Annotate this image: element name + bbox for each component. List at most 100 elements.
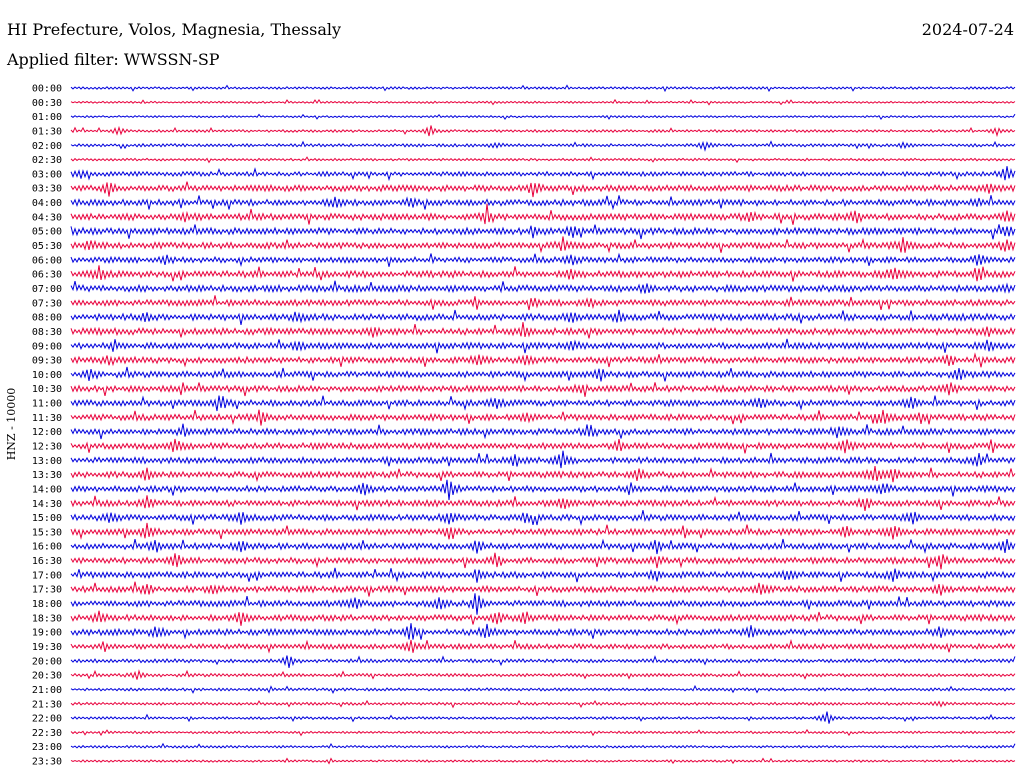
hour-label: 11:00 [32, 399, 62, 410]
trace-line [70, 280, 1016, 295]
hour-label: 12:30 [32, 442, 62, 453]
hour-labels: 00:00 00:30 01:00 01:30 02:00 02:30 03:00 03:30… [32, 84, 62, 768]
trace-line [70, 309, 1016, 326]
trace-line [70, 655, 1016, 668]
hour-label: 22:30 [32, 728, 62, 739]
hour-label: 19:30 [32, 642, 62, 653]
trace-line [70, 450, 1016, 469]
hour-label: 16:00 [32, 542, 62, 553]
channel-label: HNZ - 10000 [5, 388, 18, 461]
trace-line [70, 757, 1016, 765]
trace-line [70, 366, 1016, 383]
hour-label: 14:30 [32, 499, 62, 510]
hour-label: 14:00 [32, 485, 62, 496]
trace-line [70, 156, 1016, 164]
hour-label: 00:30 [32, 98, 62, 109]
date-label: 2024-07-24 [921, 20, 1014, 39]
hour-label: 03:30 [32, 184, 62, 195]
hour-label: 15:30 [32, 527, 62, 538]
trace-line [70, 236, 1016, 254]
hour-label: 13:30 [32, 470, 62, 481]
trace-line [70, 538, 1016, 555]
hour-label: 04:00 [32, 198, 62, 209]
trace-line [70, 638, 1016, 654]
trace-line [70, 593, 1016, 615]
trace-line [70, 728, 1016, 737]
trace-line [70, 224, 1016, 240]
hour-label: 08:00 [32, 313, 62, 324]
hour-label: 20:30 [32, 671, 62, 682]
trace-line [70, 623, 1016, 640]
trace-line [70, 479, 1016, 501]
filter-line: Applied filter: WWSSN-SP [7, 51, 220, 69]
trace-line [70, 567, 1016, 583]
hour-label: 02:30 [32, 155, 62, 166]
hour-label: 11:30 [32, 413, 62, 424]
trace-line [70, 684, 1016, 695]
hour-label: 23:00 [32, 742, 62, 753]
hour-label: 01:00 [32, 112, 62, 123]
trace-line [70, 510, 1016, 527]
trace-line [70, 125, 1016, 138]
trace-line [70, 522, 1016, 540]
trace-line [70, 252, 1016, 268]
hour-label: 10:00 [32, 370, 62, 381]
hour-label: 12:00 [32, 427, 62, 438]
trace-line [70, 395, 1016, 412]
hour-label: 20:00 [32, 656, 62, 667]
trace-line [70, 699, 1016, 709]
station-title: HI Prefecture, Volos, Magnesia, Thessaly [7, 20, 342, 39]
trace-lines [70, 84, 1016, 765]
hour-label: 13:00 [32, 456, 62, 467]
trace-line [70, 610, 1016, 626]
hour-label: 09:00 [32, 341, 62, 352]
hour-label: 06:30 [32, 270, 62, 281]
trace-line [70, 295, 1016, 311]
trace-line [70, 423, 1016, 440]
trace-line [70, 322, 1016, 339]
hour-label: 09:30 [32, 356, 62, 367]
trace-line [70, 438, 1016, 454]
hour-label: 08:30 [32, 327, 62, 338]
filter-prefix: Applied filter: [7, 50, 124, 69]
hour-label: 01:30 [32, 127, 62, 138]
trace-line [70, 711, 1016, 724]
trace-line [70, 84, 1016, 93]
trace-line [70, 265, 1016, 282]
trace-line [70, 382, 1016, 397]
hour-label: 04:30 [32, 212, 62, 223]
hour-label: 06:00 [32, 255, 62, 266]
hour-label: 16:30 [32, 556, 62, 567]
trace-line [70, 181, 1016, 198]
hour-label: 02:00 [32, 141, 62, 152]
hour-label: 17:30 [32, 585, 62, 596]
trace-line [70, 409, 1016, 426]
trace-line [70, 98, 1016, 106]
hour-label: 18:00 [32, 599, 62, 610]
trace-line [70, 352, 1016, 368]
trace-line [70, 113, 1016, 121]
trace-line [70, 581, 1016, 597]
trace-line [70, 203, 1016, 225]
hour-label: 18:30 [32, 613, 62, 624]
hour-label: 00:00 [32, 84, 62, 95]
hour-label: 22:00 [32, 714, 62, 725]
hour-label: 21:30 [32, 699, 62, 710]
trace-line [70, 166, 1016, 182]
hour-label: 05:00 [32, 227, 62, 238]
trace-line [70, 669, 1016, 680]
hour-label: 03:00 [32, 169, 62, 180]
hour-label: 23:30 [32, 757, 62, 768]
hour-label: 15:00 [32, 513, 62, 524]
filter-name: WWSSN-SP [123, 50, 220, 69]
hour-label: 07:00 [32, 284, 62, 295]
trace-line [70, 338, 1016, 354]
hour-label: 19:00 [32, 628, 62, 639]
trace-line [70, 466, 1016, 483]
hour-label: 07:30 [32, 298, 62, 309]
hour-label: 21:00 [32, 685, 62, 696]
hour-label: 05:30 [32, 241, 62, 252]
trace-line [70, 195, 1016, 211]
